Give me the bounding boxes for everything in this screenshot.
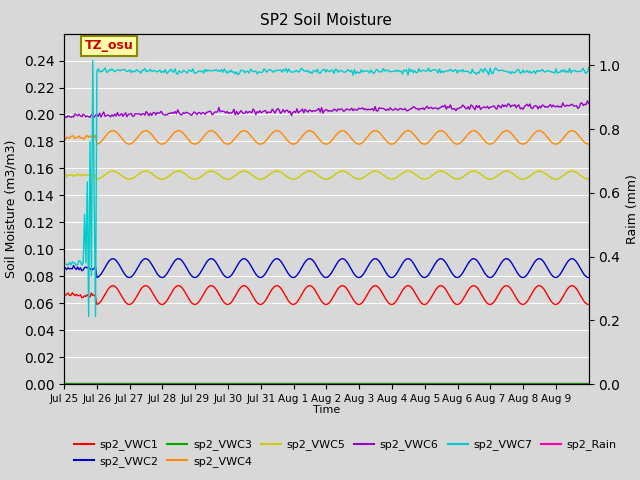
Legend: sp2_VWC1, sp2_VWC2, sp2_VWC3, sp2_VWC4, sp2_VWC5, sp2_VWC6, sp2_VWC7, sp2_Rain: sp2_VWC1, sp2_VWC2, sp2_VWC3, sp2_VWC4, … [70, 435, 621, 471]
Y-axis label: Soil Moisture (m3/m3): Soil Moisture (m3/m3) [5, 140, 18, 278]
Text: TZ_osu: TZ_osu [85, 39, 134, 52]
X-axis label: Time: Time [313, 405, 340, 415]
Y-axis label: Raim (mm): Raim (mm) [626, 174, 639, 244]
Title: SP2 Soil Moisture: SP2 Soil Moisture [260, 13, 392, 28]
